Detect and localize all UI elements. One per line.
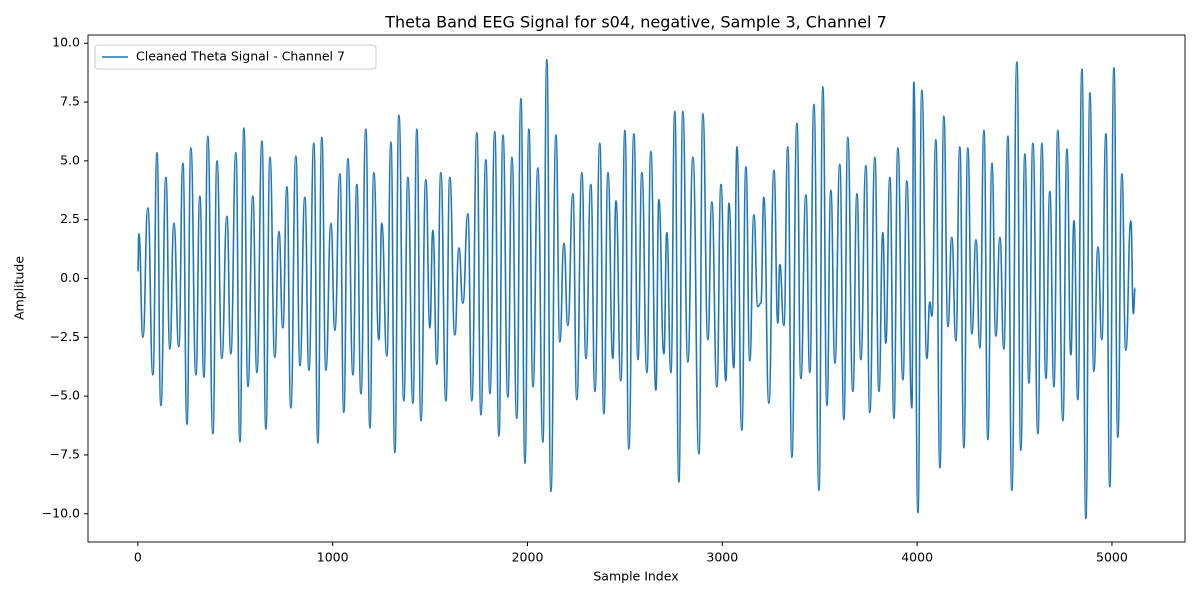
y-tick-label: 5.0 (60, 152, 80, 167)
x-axis-label: Sample Index (593, 569, 678, 584)
x-tick-label: 3000 (706, 550, 738, 565)
plot-frame (87, 34, 1186, 543)
y-tick-label: −2.5 (50, 329, 80, 344)
y-tick-label: 7.5 (60, 94, 80, 109)
y-axis-label: Amplitude (12, 256, 27, 320)
legend-box (94, 44, 377, 70)
y-tick-label: 0.0 (60, 270, 80, 285)
legend-label: Cleaned Theta Signal - Channel 7 (136, 49, 345, 64)
x-tick-label: 0 (134, 550, 142, 565)
y-tick-label: 10.0 (52, 35, 80, 50)
y-tick-label: −5.0 (50, 388, 80, 403)
chart-title: Theta Band EEG Signal for s04, negative,… (384, 13, 887, 32)
x-tick-label: 4000 (901, 550, 933, 565)
x-tick-label: 1000 (317, 550, 349, 565)
data-line (137, 58, 1136, 520)
y-tick-label: −7.5 (50, 446, 80, 461)
y-tick-label: 2.5 (60, 211, 80, 226)
y-tick-label: −10.0 (42, 505, 80, 520)
x-tick-label: 5000 (1096, 550, 1128, 565)
x-tick-label: 2000 (512, 550, 544, 565)
